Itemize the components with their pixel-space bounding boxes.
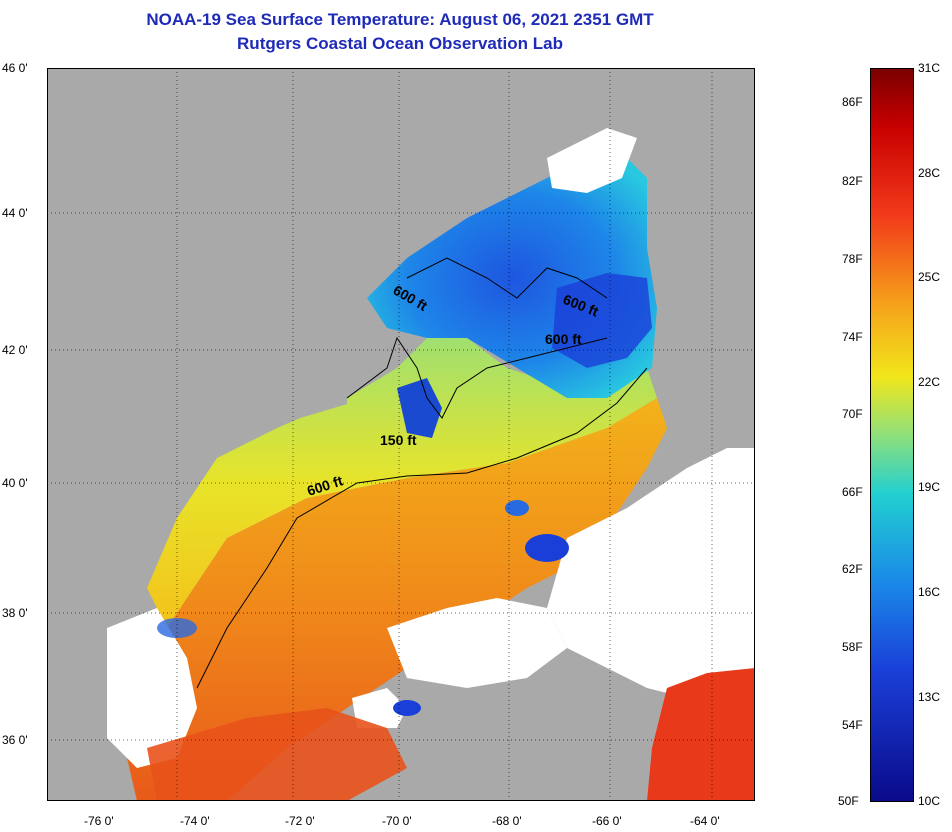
lon-label-70: -70 0': [382, 814, 412, 828]
map-frame: [47, 68, 755, 801]
cold-patch-east: [552, 273, 652, 368]
cb-celsius-31: 31C: [918, 61, 941, 75]
cb-celsius-10: 10C: [918, 794, 941, 808]
cloud-region-north: [547, 128, 637, 193]
cb-fahrenheit-82: 82F: [842, 174, 863, 188]
hot-patch-southeast: [647, 668, 755, 801]
sst-map: 600 ft 600 ft 600 ft 150 ft 600 ft: [47, 68, 755, 801]
lat-label-46: 46 0': [2, 61, 28, 75]
cloud-region-small: [352, 688, 407, 728]
cloud-region-west: [107, 608, 197, 768]
cb-fahrenheit-70: 70F: [842, 407, 863, 421]
cold-patch-capecod: [397, 378, 442, 438]
contour-600ft-gulf: [406, 257, 608, 299]
cb-fahrenheit-62: 62F: [842, 562, 863, 576]
long-island: [197, 398, 347, 450]
colorbar: [870, 68, 914, 802]
cb-celsius-25: 25C: [918, 270, 941, 284]
contour-label-600ft-3: 600 ft: [545, 331, 582, 347]
cb-celsius-13: 13C: [918, 690, 941, 704]
offshore-warm-water: [127, 398, 667, 801]
cb-celsius-28: 28C: [918, 166, 941, 180]
cb-fahrenheit-58: 58F: [842, 640, 863, 654]
cloud-region-east: [547, 448, 755, 698]
lat-label-44: 44 0': [2, 206, 28, 220]
cb-celsius-19: 19C: [918, 480, 941, 494]
shelf-water: [147, 338, 657, 628]
lat-label-38: 38 0': [2, 606, 28, 620]
cloud-region-south: [387, 598, 567, 688]
cold-eddy-1: [525, 534, 569, 562]
cold-eddy-3: [393, 700, 421, 716]
lon-label-68: -68 0': [492, 814, 522, 828]
contour-label-150ft: 150 ft: [380, 432, 417, 448]
contour-150ft: [346, 336, 608, 419]
lon-label-66: -66 0': [592, 814, 622, 828]
cb-fahrenheit-78: 78F: [842, 252, 863, 266]
cb-fahrenheit-86: 86F: [842, 95, 863, 109]
colorbar-gradient: [870, 68, 914, 802]
cb-fahrenheit-74: 74F: [842, 330, 863, 344]
map-title: NOAA-19 Sea Surface Temperature: August …: [146, 10, 654, 29]
lon-label-74: -74 0': [180, 814, 210, 828]
lat-label-42: 42 0': [2, 343, 28, 357]
map-subtitle: Rutgers Coastal Ocean Observation Lab: [237, 34, 563, 53]
cb-fahrenheit-54: 54F: [842, 718, 863, 732]
lon-label-76: -76 0': [84, 814, 114, 828]
lat-label-40: 40 0': [2, 476, 28, 490]
lon-label-64: -64 0': [690, 814, 720, 828]
cb-celsius-16: 16C: [918, 585, 941, 599]
warm-band-south: [147, 708, 407, 801]
cold-eddy-2: [505, 500, 529, 516]
contour-600ft-shelf: [196, 367, 648, 689]
cb-fahrenheit-50: 50F: [838, 794, 859, 808]
lon-label-72: -72 0': [285, 814, 315, 828]
lat-label-36: 36 0': [2, 733, 28, 747]
cb-celsius-22: 22C: [918, 375, 941, 389]
cb-fahrenheit-66: 66F: [842, 485, 863, 499]
